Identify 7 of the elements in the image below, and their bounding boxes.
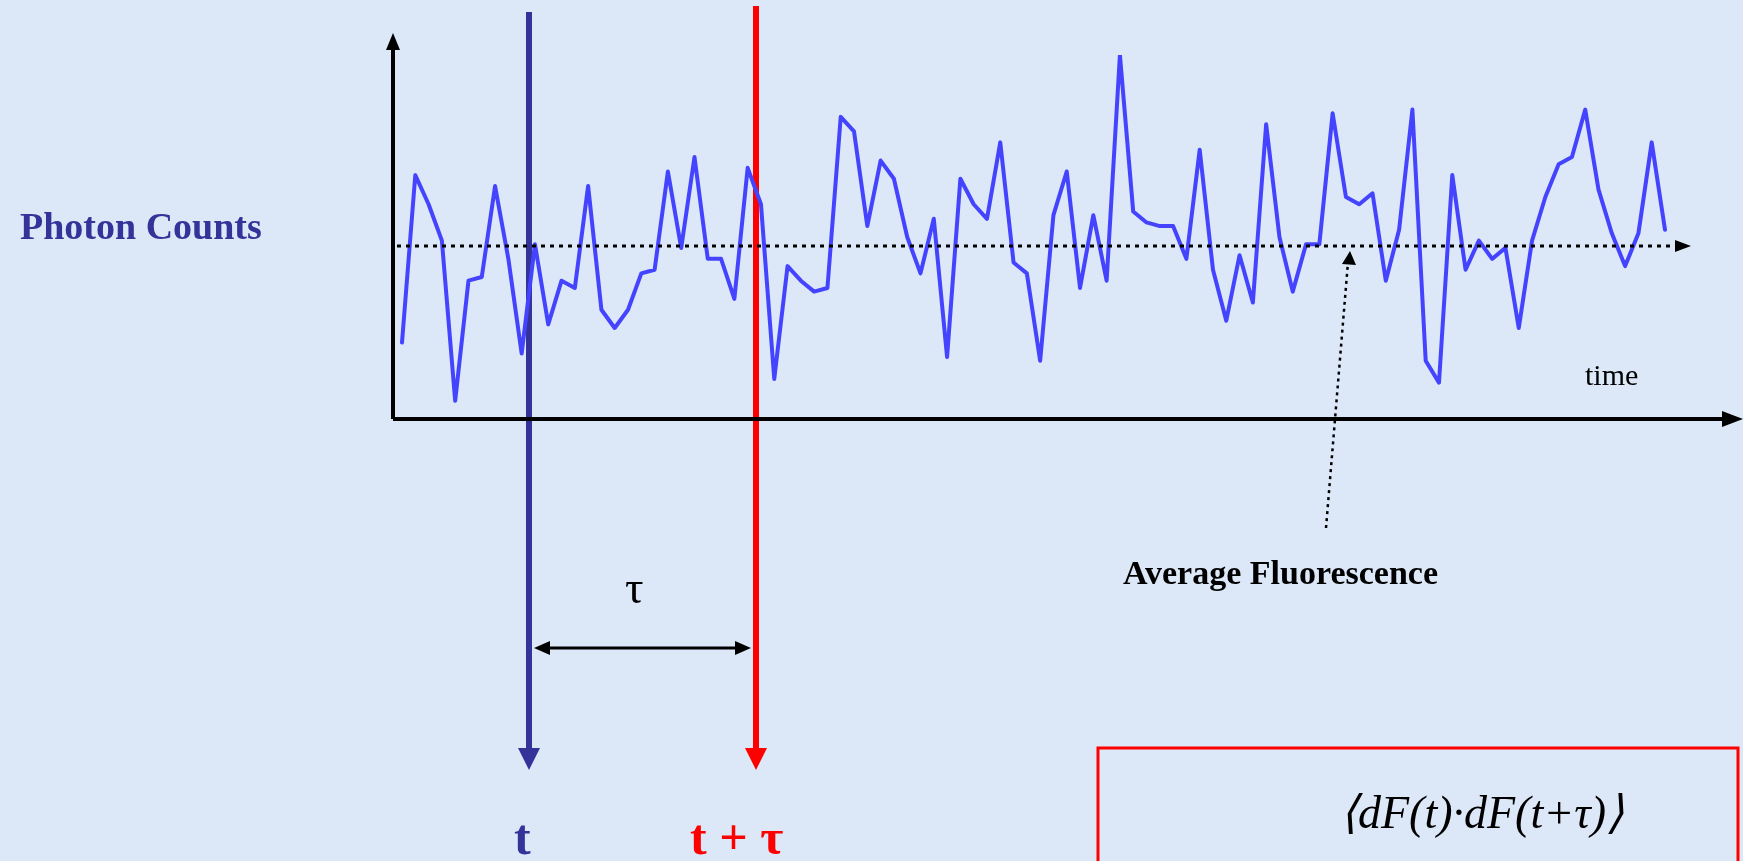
text: t [514,809,531,861]
text: t + τ [690,809,784,861]
x-axis-title: time [1585,358,1639,391]
y-axis-title: Photon Counts [20,205,262,247]
ref-line-label: Average Fluorescence [1123,554,1438,591]
text: τ [625,562,644,613]
text: ⟨dF(t)·dF(t+τ)⟩ [1340,787,1625,838]
